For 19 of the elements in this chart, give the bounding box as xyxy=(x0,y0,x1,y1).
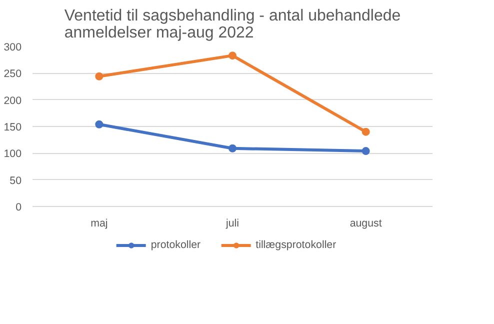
point xyxy=(362,147,370,156)
point xyxy=(95,72,104,80)
y-tick-label: 300 xyxy=(4,42,22,54)
y-tick-label: 100 xyxy=(4,148,22,160)
legend-label: protokoller xyxy=(150,239,201,251)
point xyxy=(228,144,236,152)
x-tick-label: august xyxy=(350,218,382,230)
y-tick-label: 200 xyxy=(4,94,22,107)
y-tick-label: 0 xyxy=(16,202,22,214)
y-tick-label: 50 xyxy=(10,174,22,187)
point xyxy=(95,120,104,128)
point xyxy=(362,128,370,136)
x-tick-label: maj xyxy=(90,218,108,230)
y-tick-label: 250 xyxy=(4,68,22,80)
x-tick-label: juli xyxy=(224,218,240,230)
chart-title: Ventetid til sagsbehandling - antal ubehandlede anmeldelser maj-aug 2022 xyxy=(64,8,401,42)
legend-label: tillægsprotokoller xyxy=(256,239,336,251)
y-tick-label: 150 xyxy=(4,122,22,134)
point xyxy=(228,52,236,60)
